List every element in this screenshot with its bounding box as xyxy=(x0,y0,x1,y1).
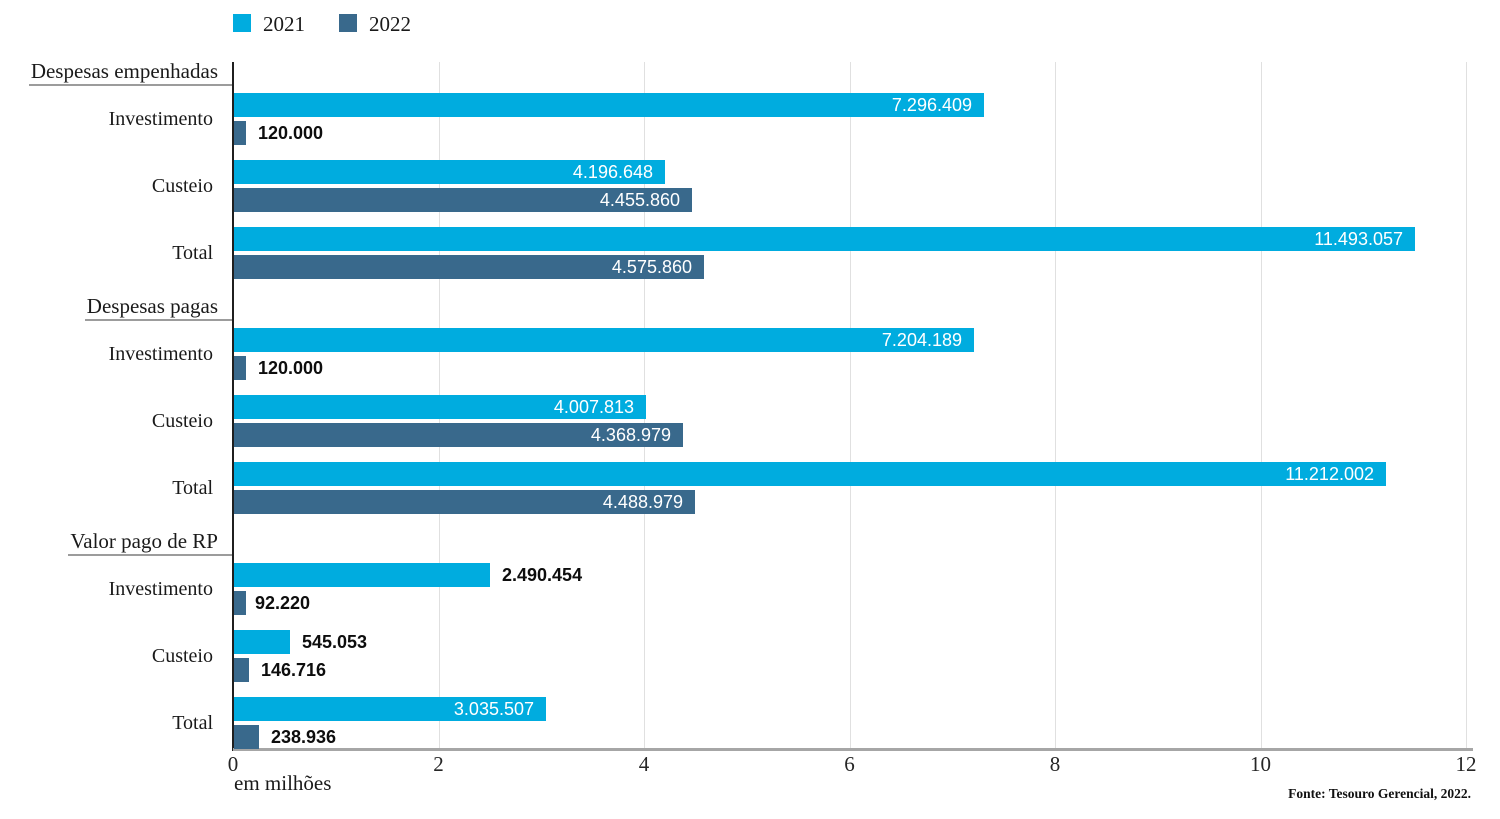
row-label-total: Total xyxy=(172,477,213,499)
section-header-despesas-empenhadas: Despesas empenhadas xyxy=(28,61,232,86)
legend-item-2021: 2021 xyxy=(233,12,305,36)
value-label: 3.035.507 xyxy=(453,698,534,719)
x-tick-4: 4 xyxy=(638,752,650,776)
legend-item-2022: 2022 xyxy=(339,12,411,36)
bar-2022-custeio: 4.368.979 xyxy=(234,423,683,447)
gridline-12 xyxy=(1466,62,1467,748)
value-label: 238.936 xyxy=(271,726,337,747)
x-tick-0: 0 xyxy=(227,752,239,776)
chart-legend: 2021 2022 xyxy=(233,12,445,36)
bar-2022-custeio: 4.455.860 xyxy=(234,188,692,212)
bar-2022-investimento xyxy=(234,121,246,145)
gridline-6 xyxy=(849,62,851,748)
bar-2021-custeio xyxy=(234,630,290,654)
bar-2022-total: 4.575.860 xyxy=(234,255,704,279)
x-tick-6: 6 xyxy=(844,752,855,776)
value-label: 11.493.057 xyxy=(1314,228,1403,249)
bar-2021-investimento: 7.204.189 xyxy=(234,328,974,352)
bar-2022-total: 4.488.979 xyxy=(234,490,695,514)
y-axis-line xyxy=(232,62,234,751)
legend-label: 2021 xyxy=(263,12,305,36)
section-header-despesas-pagas: Despesas pagas xyxy=(84,296,232,321)
value-label: 7.296.409 xyxy=(891,94,972,115)
row-label-total: Total xyxy=(172,242,213,264)
value-label: 92.220 xyxy=(255,592,311,613)
bar-2021-investimento: 7.296.409 xyxy=(234,93,984,117)
bar-2022-investimento xyxy=(234,356,246,380)
value-label: 4.368.979 xyxy=(590,424,671,445)
legend-swatch-icon xyxy=(339,14,357,32)
row-label-total: Total xyxy=(172,712,213,734)
row-label-investimento: Investimento xyxy=(108,108,213,130)
legend-swatch-icon xyxy=(233,14,251,32)
value-label: 4.488.979 xyxy=(602,491,683,512)
row-label-investimento: Investimento xyxy=(108,578,213,600)
row-label-custeio: Custeio xyxy=(151,175,213,197)
value-label: 120.000 xyxy=(258,122,324,143)
x-tick-2: 2 xyxy=(433,752,444,776)
value-label: 4.196.648 xyxy=(572,161,653,182)
bar-2022-custeio xyxy=(234,658,249,682)
bar-2022-investimento xyxy=(234,591,246,615)
x-tick-8: 8 xyxy=(1049,752,1061,776)
bar-2022-total xyxy=(234,725,259,749)
value-label: 146.716 xyxy=(261,659,327,680)
row-label-investimento: Investimento xyxy=(108,343,213,365)
value-label: 4.007.813 xyxy=(553,396,634,417)
row-label-custeio: Custeio xyxy=(151,410,213,432)
gridline-10 xyxy=(1260,62,1262,748)
value-label: 7.204.189 xyxy=(881,329,962,350)
bar-2021-total: 3.035.507 xyxy=(234,697,546,721)
value-label: 545.053 xyxy=(302,631,368,652)
gridline-8 xyxy=(1055,62,1056,748)
row-label-custeio: Custeio xyxy=(151,645,213,667)
value-label: 4.575.860 xyxy=(611,256,692,277)
value-label: 2.490.454 xyxy=(502,564,583,585)
bar-2021-investimento xyxy=(234,563,490,587)
bar-2021-custeio: 4.007.813 xyxy=(234,395,646,419)
value-label: 11.212.002 xyxy=(1285,463,1374,484)
section-header-valor-pago-de-rp: Valor pago de RP xyxy=(68,531,232,556)
x-tick-12: 12 xyxy=(1455,752,1477,776)
value-label: 120.000 xyxy=(258,357,324,378)
x-tick-10: 10 xyxy=(1250,752,1271,776)
legend-label: 2022 xyxy=(369,12,411,36)
value-label: 4.455.860 xyxy=(599,189,680,210)
source-note: Fonte: Tesouro Gerencial, 2022. xyxy=(1288,786,1471,801)
bar-2021-total: 11.212.002 xyxy=(234,462,1386,486)
x-axis-caption: em milhões xyxy=(234,771,332,795)
x-axis-line xyxy=(233,748,1473,751)
bar-2021-custeio: 4.196.648 xyxy=(234,160,665,184)
bar-2021-total: 11.493.057 xyxy=(234,227,1415,251)
